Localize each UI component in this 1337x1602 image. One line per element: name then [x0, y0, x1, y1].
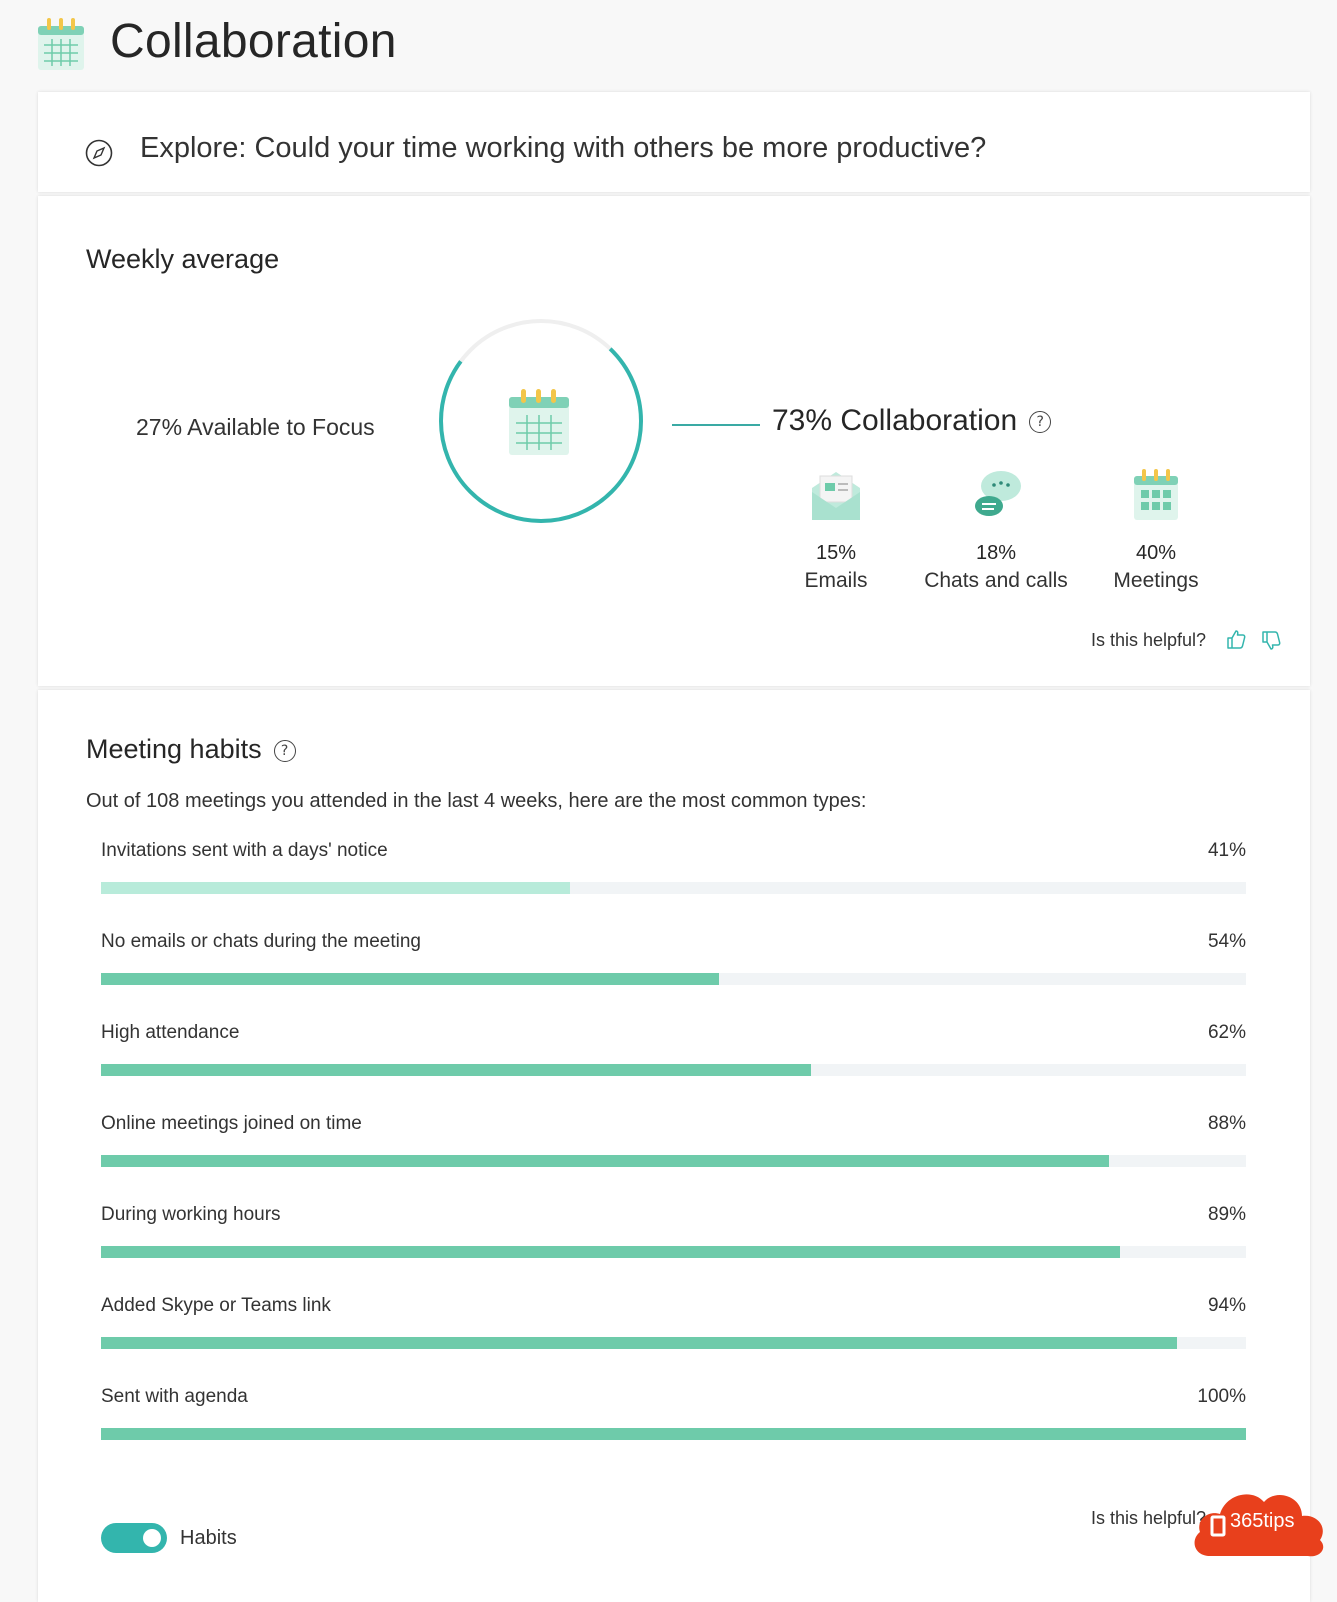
weekly-average-title: Weekly average [86, 244, 280, 274]
collaboration-ring-arc [439, 319, 643, 523]
meetings-pct: 40% [1135, 542, 1177, 564]
habit-label: Sent with agenda [101, 1386, 248, 1407]
chats-label: Chats and calls [924, 569, 1068, 592]
collaboration-label: 73% Collaboration? [772, 404, 1052, 438]
habit-value: 94% [1207, 1295, 1246, 1316]
habit-bar-fill [101, 882, 571, 894]
habit-value: 41% [1207, 840, 1246, 861]
toggle-knob [143, 1529, 161, 1547]
meetings-label: Meetings [1113, 569, 1199, 592]
habit-row: Added Skype or Teams link 94% [101, 1295, 1246, 1375]
emails-pct: 15% [815, 542, 857, 564]
thumbs-down-icon[interactable] [1260, 630, 1282, 652]
page-header: Collaboration [0, 0, 1337, 92]
emails-label: Emails [804, 569, 868, 592]
chats-pct: 18% [975, 542, 1017, 564]
habit-bar-track [101, 973, 1246, 985]
collaboration-text: Collaboration [840, 404, 1018, 437]
habit-row: During working hours 89% [101, 1204, 1246, 1284]
helpful-prompt: Is this helpful? [1091, 630, 1207, 650]
meeting-habits-title: Meeting habits? [86, 734, 296, 765]
compass-icon [85, 139, 113, 167]
habit-bar-fill [101, 1155, 1109, 1167]
habit-value: 100% [1197, 1386, 1246, 1407]
meeting-habits-card: Meeting habits? Out of 108 meetings you … [38, 690, 1310, 1602]
help-icon[interactable]: ? [273, 739, 296, 762]
focus-label: 27% Available to Focus [136, 414, 375, 440]
habit-bar-fill [101, 1428, 1246, 1440]
habit-row: Online meetings joined on time 88% [101, 1113, 1246, 1193]
ring-connector [672, 424, 760, 426]
collaboration-ring [439, 319, 643, 523]
habit-value: 54% [1207, 931, 1246, 952]
brand-watermark: 365tips [1190, 1480, 1337, 1560]
habit-bar-track [101, 1155, 1246, 1167]
email-icon [812, 472, 860, 520]
habit-row: High attendance 62% [101, 1022, 1246, 1102]
habit-label: During working hours [101, 1204, 281, 1225]
habit-label: No emails or chats during the meeting [101, 931, 421, 952]
habit-row: Invitations sent with a days' notice 41% [101, 840, 1246, 920]
calendar-icon [38, 18, 84, 70]
habit-value: 62% [1207, 1022, 1246, 1043]
emails-stat: 15% Emails [756, 468, 916, 593]
habits-toggle-label: Habits [180, 1527, 237, 1549]
meetings-calendar-icon [1134, 469, 1178, 520]
habits-toggle[interactable] [101, 1523, 167, 1553]
habit-bar-fill [101, 1064, 811, 1076]
helpful-prompt: Is this helpful? [1091, 1508, 1207, 1528]
collaboration-pct: 73% [772, 404, 833, 437]
page-title: Collaboration [110, 15, 397, 68]
habit-value: 88% [1207, 1113, 1246, 1134]
meetings-stat: 40% Meetings [1076, 468, 1236, 593]
habit-row: Sent with agenda 100% [101, 1386, 1246, 1466]
chats-stat: 18% Chats and calls [916, 468, 1076, 593]
habit-row: No emails or chats during the meeting 54% [101, 931, 1246, 1011]
chat-bubbles-icon [975, 471, 1021, 516]
habit-label: Online meetings joined on time [101, 1113, 362, 1134]
habit-bar-track [101, 1064, 1246, 1076]
habit-bar-track [101, 1246, 1246, 1258]
explore-question: Explore: Could your time working with ot… [140, 132, 987, 164]
thumbs-up-icon[interactable] [1225, 628, 1247, 650]
habit-label: Added Skype or Teams link [101, 1295, 331, 1316]
habit-value: 89% [1207, 1204, 1246, 1225]
habit-bar-track [101, 882, 1246, 894]
explore-card[interactable]: Explore: Could your time working with ot… [38, 92, 1310, 192]
habit-bar-fill [101, 1337, 1178, 1349]
help-icon[interactable]: ? [1029, 411, 1052, 434]
habits-intro: Out of 108 meetings you attended in the … [86, 790, 867, 812]
habit-label: Invitations sent with a days' notice [101, 840, 388, 861]
habit-label: High attendance [101, 1022, 240, 1043]
ring-calendar-icon [509, 389, 569, 455]
habit-bar-fill [101, 1246, 1121, 1258]
habit-bar-fill [101, 973, 720, 985]
habit-bar-track [101, 1428, 1246, 1440]
watermark-text: 365tips [1230, 1510, 1295, 1532]
cloud-logo-icon [1194, 1494, 1324, 1557]
habit-bar-track [101, 1337, 1246, 1349]
weekly-average-card: Weekly average 27% Available to Focus 73… [38, 196, 1310, 686]
meeting-habits-title-text: Meeting habits [86, 734, 262, 764]
